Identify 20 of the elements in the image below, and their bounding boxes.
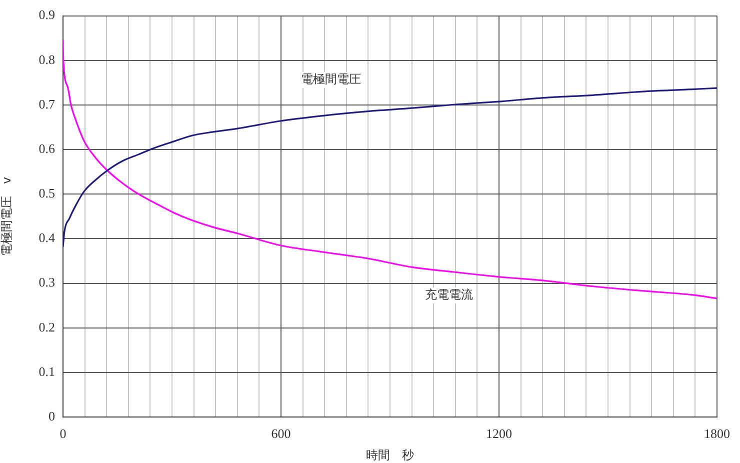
y-tick-label: 0.9 — [38, 7, 55, 22]
y-tick-label: 0.5 — [38, 186, 55, 201]
x-tick-label: 0 — [60, 426, 66, 442]
series-label: 充電電流 — [424, 288, 473, 302]
line-series — [63, 40, 717, 300]
x-tick-label: 1800 — [704, 426, 730, 442]
y-axis-title: 電極間電圧 v — [0, 176, 14, 256]
y-tick-label: 0 — [48, 408, 55, 424]
y-tick-label: 0.3 — [38, 274, 55, 290]
text: 電極間電圧 — [301, 72, 362, 86]
x-tick-label: 1200 — [486, 426, 512, 442]
y-tick-label: 0.4 — [38, 230, 56, 246]
y-tick-label: 0.6 — [38, 140, 56, 156]
y-tick-label: 0.2 — [38, 319, 55, 334]
x-axis-title: 時間 秒 — [366, 448, 414, 462]
x-tick-label: 600 — [271, 426, 291, 442]
y-tick-label: 0.7 — [38, 96, 56, 112]
y-tick-label: 0.8 — [38, 52, 55, 67]
y-tick-label: 0.1 — [38, 364, 55, 379]
line-series — [63, 87, 717, 248]
